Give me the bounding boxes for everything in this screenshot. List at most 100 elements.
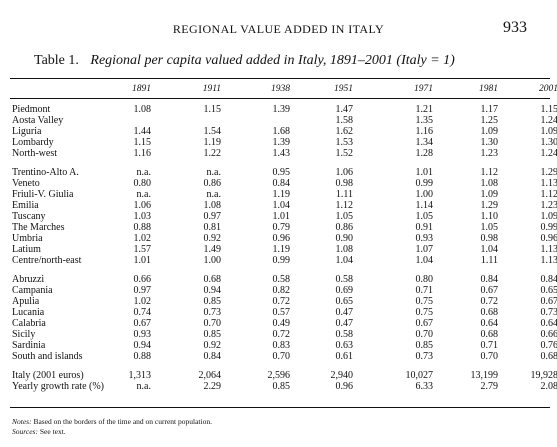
- table-row: Friuli-V. Giulia n.a. n.a. 1.19 1.11 1.00 1.09…: [0, 189, 557, 200]
- table-cell: 0.97: [161, 211, 221, 222]
- table-cell: 1.30: [438, 137, 498, 148]
- table-cell: 0.68: [498, 351, 557, 362]
- table-cell: 1.00: [373, 189, 433, 200]
- table-cell: 1.19: [161, 137, 221, 148]
- table-cell: 1.16: [373, 126, 433, 137]
- table-row: Centre/north-east 1.01 1.00 0.99 1.04 1.04 1.1…: [0, 255, 557, 266]
- region-label: Sardinia: [12, 340, 45, 351]
- table-cell: 0.84: [498, 274, 557, 285]
- table-cell: 1.11: [293, 189, 353, 200]
- region-label: Campania: [12, 285, 53, 296]
- table-cell: 0.67: [91, 318, 151, 329]
- table-cell: 19,928: [498, 370, 557, 381]
- table-cell: 1.15: [91, 137, 151, 148]
- table-cell: 2.79: [438, 381, 498, 392]
- table-cell: 6.33: [373, 381, 433, 392]
- table-cell: 0.76: [498, 340, 557, 351]
- table-cell: 0.61: [293, 351, 353, 362]
- table-cell: 2,940: [293, 370, 353, 381]
- table-cell: 1.01: [373, 167, 433, 178]
- table-cell: 0.85: [161, 296, 221, 307]
- table-cell: 0.47: [293, 318, 353, 329]
- table-cell: 0.69: [293, 285, 353, 296]
- table-cell: 0.94: [91, 340, 151, 351]
- table-cell: 0.97: [91, 285, 151, 296]
- region-label: Centre/north-east: [12, 255, 81, 266]
- table-cell: 0.58: [293, 329, 353, 340]
- column-headers: 1891 1911 1938 1951 1971 1981 2001: [0, 84, 557, 96]
- region-label: Piedmont: [12, 104, 50, 115]
- table-cell: 1.12: [438, 167, 498, 178]
- table-row: Campania 0.97 0.94 0.82 0.69 0.71 0.67 0.65: [0, 285, 557, 296]
- table-cell: n.a.: [91, 381, 151, 392]
- table-cell: 1.21: [373, 104, 433, 115]
- region-label: Abruzzi: [12, 274, 44, 285]
- table-cell: n.a.: [161, 167, 221, 178]
- table-cell: 0.71: [373, 285, 433, 296]
- column-header: 1981: [438, 84, 498, 94]
- table-cell: 1.05: [293, 211, 353, 222]
- table-cell: 1.53: [293, 137, 353, 148]
- table-cell: 0.86: [161, 178, 221, 189]
- table-cell: 1.24: [498, 148, 557, 159]
- table-cell: 1.12: [293, 200, 353, 211]
- table-cell: 0.84: [230, 178, 290, 189]
- table-cell: 1.12: [498, 189, 557, 200]
- table-cell: 0.63: [293, 340, 353, 351]
- table-row: Latium 1.57 1.49 1.19 1.08 1.07 1.04 1.13: [0, 244, 557, 255]
- table-cell: 1.08: [91, 104, 151, 115]
- table-title: Regional per capita valued added in Ital…: [90, 53, 454, 68]
- table-cell: 0.74: [91, 307, 151, 318]
- table-row: Tuscany 1.03 0.97 1.01 1.05 1.05 1.10 1.09: [0, 211, 557, 222]
- column-header: 2001: [498, 84, 557, 94]
- table-row: Apulia 1.02 0.85 0.72 0.65 0.75 0.72 0.67: [0, 296, 557, 307]
- table-row: Umbria 1.02 0.92 0.96 0.90 0.93 0.98 0.96: [0, 233, 557, 244]
- table-cell: 0.96: [293, 381, 353, 392]
- row-group: Italy (2001 euros) 1,313 2,064 2,596 2,940 10…: [0, 370, 557, 392]
- table-cell: 0.58: [230, 274, 290, 285]
- region-label: Aosta Valley: [12, 115, 63, 126]
- region-label: Latium: [12, 244, 41, 255]
- table-cell: 1.15: [498, 104, 557, 115]
- table-cell: 0.93: [373, 233, 433, 244]
- table-cell: 1.14: [373, 200, 433, 211]
- table-cell: 1.54: [161, 126, 221, 137]
- table-cell: 1.39: [230, 104, 290, 115]
- table-row: Calabria 0.67 0.70 0.49 0.47 0.67 0.64 0.64: [0, 318, 557, 329]
- table-cell: 0.79: [230, 222, 290, 233]
- table-cell: 0.92: [161, 233, 221, 244]
- top-rule: [10, 78, 550, 79]
- table-cell: 1.47: [293, 104, 353, 115]
- table-cell: 0.99: [230, 255, 290, 266]
- table-cell: 0.92: [161, 340, 221, 351]
- table-cell: 0.47: [293, 307, 353, 318]
- table-cell: 1.09: [438, 189, 498, 200]
- table-cell: 0.83: [230, 340, 290, 351]
- table-cell: 0.99: [373, 178, 433, 189]
- region-label: North-west: [12, 148, 57, 159]
- table-cell: 1.07: [373, 244, 433, 255]
- region-label: Lombardy: [12, 137, 54, 148]
- table-cell: 0.91: [373, 222, 433, 233]
- table-cell: 1.08: [293, 244, 353, 255]
- table-cell: 0.72: [230, 329, 290, 340]
- table-cell: 1.08: [438, 178, 498, 189]
- region-label: Italy (2001 euros): [12, 370, 84, 381]
- page-number: 933: [503, 19, 527, 37]
- sources-label: Sources:: [12, 427, 38, 436]
- column-header: 1938: [230, 84, 290, 94]
- table-cell: 0.64: [498, 318, 557, 329]
- table-row: Sardinia 0.94 0.92 0.83 0.63 0.85 0.71 0.76: [0, 340, 557, 351]
- table-cell: 0.98: [438, 233, 498, 244]
- table-cell: 2.08: [498, 381, 557, 392]
- table-cell: 1.04: [293, 255, 353, 266]
- table-cell: 1.08: [161, 200, 221, 211]
- table-row: The Marches 0.88 0.81 0.79 0.86 0.91 1.05 0.99: [0, 222, 557, 233]
- table-cell: 1.03: [91, 211, 151, 222]
- table-row: Sicily 0.93 0.85 0.72 0.58 0.70 0.68 0.66: [0, 329, 557, 340]
- table-cell: 0.75: [373, 307, 433, 318]
- table-cell: 1.58: [293, 115, 353, 126]
- region-label: Tuscany: [12, 211, 46, 222]
- region-label: Calabria: [12, 318, 46, 329]
- table-cell: 1.25: [438, 115, 498, 126]
